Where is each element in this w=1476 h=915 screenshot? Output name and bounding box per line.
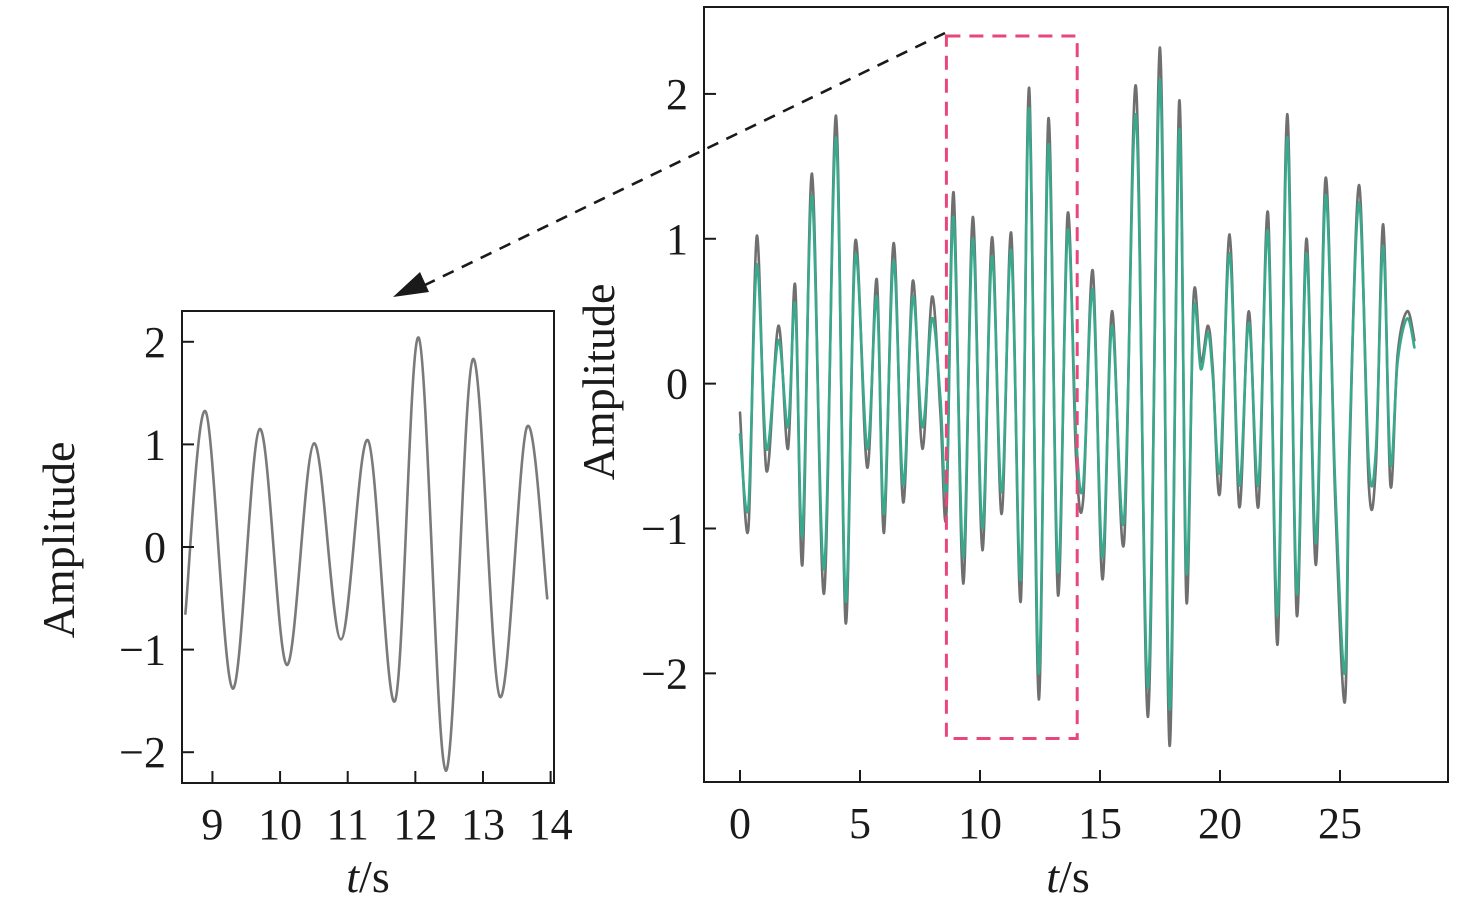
zoom-region-box [944, 34, 1079, 741]
inset-y-tick-label: −2 [119, 728, 166, 777]
inset-y-tick-label: 1 [144, 420, 166, 469]
inset-x-axis-variable: t [346, 851, 360, 902]
main-series-line-0 [738, 46, 1416, 748]
main-y-tick-label: 1 [666, 215, 688, 264]
main-x-tick-label: 20 [1198, 799, 1242, 848]
main-chart: 0 5 10 15 20 25 −2 −1 0 1 2 Amplitude t/s [573, 6, 1449, 902]
inset-plot-area [184, 336, 549, 772]
inset-y-axis-title: Amplitude [33, 442, 84, 639]
main-x-tick-label: 0 [729, 799, 751, 848]
main-x-tick-label: 10 [958, 799, 1002, 848]
main-x-tick-label: 5 [849, 799, 871, 848]
main-plot-frame [703, 6, 1449, 783]
inset-y-tick-label: 2 [144, 318, 166, 367]
main-plot-area [738, 46, 1416, 748]
inset-x-tick-label: 13 [461, 800, 505, 849]
inset-x-axis-unit: /s [359, 851, 390, 902]
main-x-axis-variable: t [1046, 851, 1060, 902]
main-x-axis-title: t/s [1046, 851, 1089, 902]
inset-x-tick-label: 10 [258, 800, 302, 849]
main-y-axis-title: Amplitude [573, 284, 624, 481]
inset-y-tick-label: −1 [119, 626, 166, 675]
inset-x-tick-label: 14 [529, 800, 573, 849]
main-x-tick-label: 25 [1318, 799, 1362, 848]
main-y-tick-label: 0 [666, 360, 688, 409]
inset-x-tick-label: 11 [327, 800, 369, 849]
main-series-line-1 [738, 78, 1416, 711]
main-ticks: 0 5 10 15 20 25 −2 −1 0 1 2 [641, 70, 1362, 848]
inset-plot-frame [181, 310, 555, 784]
inset-x-axis-title: t/s [346, 851, 389, 902]
inset-x-tick-label: 9 [201, 800, 223, 849]
inset-x-tick-label: 12 [393, 800, 437, 849]
main-y-tick-label: 2 [666, 70, 688, 119]
main-y-tick-label: −1 [641, 504, 688, 553]
inset-series-line-0 [184, 336, 549, 772]
main-y-tick-label: −2 [641, 649, 688, 698]
main-x-tick-label: 15 [1078, 799, 1122, 848]
callout-arrowhead [393, 272, 429, 297]
main-x-axis-unit: /s [1059, 851, 1090, 902]
inset-y-tick-label: 0 [144, 523, 166, 572]
zoom-callout [393, 31, 946, 297]
